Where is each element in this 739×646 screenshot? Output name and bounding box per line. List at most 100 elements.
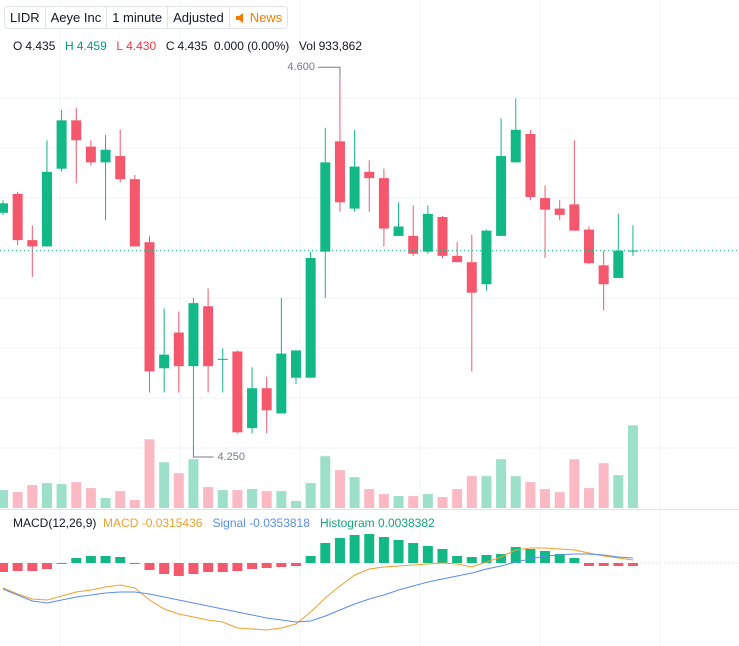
histogram-bar (554, 554, 565, 563)
volume-bar (452, 489, 463, 508)
o-value: 4.435 (25, 39, 56, 53)
candle-body (115, 156, 126, 180)
h-value: 4.459 (76, 39, 107, 53)
histogram-bar (364, 534, 375, 563)
histogram-bar (525, 549, 536, 563)
candle-body (232, 351, 243, 433)
histogram-bar (408, 543, 419, 563)
annotation-label: 4.600 (287, 61, 315, 73)
candle-body (554, 208, 565, 215)
c-label: C (165, 39, 175, 53)
volume-bar (481, 476, 492, 508)
signal-line (2, 553, 633, 623)
volume-bar (320, 456, 331, 508)
volume-bar (232, 490, 243, 508)
candle-body (320, 162, 331, 252)
histogram-name: Histogram (319, 516, 375, 530)
vol-label: Vol (298, 39, 316, 53)
volume-bar (56, 484, 67, 508)
histogram-bar (598, 563, 609, 566)
candle-body (408, 235, 419, 254)
candle-body (276, 353, 287, 414)
macd-title: MACD(12,26,9) (13, 516, 97, 530)
histogram-bar (291, 563, 301, 566)
adjusted[interactable]: Adjusted (168, 7, 230, 28)
candle-body (437, 216, 448, 256)
candle-body (452, 255, 463, 263)
candle-body (334, 141, 345, 203)
histogram-bar (496, 554, 507, 563)
volume-bar (540, 489, 551, 508)
histogram-bar (393, 540, 404, 563)
candle-body (378, 178, 389, 229)
candle-body (0, 203, 8, 213)
ohlc-row: O 4.435 H 4.459 L 4.430 C 4.435 0.000 (0.00%… (13, 39, 365, 53)
histogram-bar (115, 557, 126, 563)
macd-name: MACD (103, 516, 139, 530)
candle-body (540, 198, 551, 210)
volume-bar (334, 470, 345, 508)
volume-bar (510, 476, 521, 508)
volume-bar (71, 482, 82, 508)
candle-body (144, 242, 155, 372)
volume-bar (115, 491, 126, 508)
histogram-bar (12, 563, 23, 571)
histogram-bar (334, 538, 345, 563)
volume-bar (422, 494, 433, 508)
histogram-bar (422, 546, 433, 563)
histogram-bar (71, 558, 82, 563)
histogram-bar (203, 563, 214, 572)
volume-bar (100, 498, 111, 508)
candle-body (129, 179, 140, 247)
histogram-bar (349, 535, 360, 563)
histogram-bar (305, 556, 316, 563)
symbol[interactable]: LIDR (5, 7, 46, 28)
volume-bar (27, 485, 38, 508)
candle-body (569, 204, 580, 231)
volume-bar (349, 477, 360, 508)
company: Aeye Inc (46, 7, 108, 28)
candle-body (496, 156, 507, 236)
volume-bar (129, 500, 140, 508)
news[interactable]: News (230, 7, 288, 28)
volume-bar (584, 488, 594, 508)
o-label: O (13, 39, 23, 53)
candle-body (203, 306, 214, 367)
histogram-bar (276, 563, 287, 567)
volume-bar (305, 483, 316, 508)
candle-body (41, 171, 52, 247)
vol-value: 933,862 (318, 39, 362, 53)
macd-value: -0.0315436 (141, 516, 203, 530)
candle-body (466, 262, 477, 293)
histogram-bar (159, 563, 170, 574)
histogram-bar (129, 563, 140, 564)
volume-bar (598, 463, 609, 508)
c-value: 4.435 (177, 39, 208, 53)
histogram-bar (247, 563, 258, 569)
volume-bar (554, 492, 565, 508)
candle-body (613, 250, 624, 278)
histogram-bar (173, 563, 184, 576)
macd-line (2, 547, 634, 631)
histogram-bar (144, 563, 155, 570)
histogram-bar (437, 549, 448, 563)
candle-body (422, 213, 433, 252)
histogram-bar (481, 555, 492, 563)
candle-body (364, 171, 375, 179)
histogram-bar (85, 556, 96, 563)
histogram-bar (569, 558, 580, 563)
symbol-bar: LIDR Aeye Inc 1 minute Adjusted News (4, 6, 289, 29)
volume-bar (466, 476, 477, 508)
candle-body (159, 354, 170, 369)
volume-bar (0, 490, 8, 508)
volume-bar (261, 491, 272, 508)
candle-body (481, 230, 492, 285)
volume-bar (276, 491, 287, 508)
histogram-bar (56, 563, 67, 564)
volume-bar (437, 497, 448, 508)
interval[interactable]: 1 minute (107, 7, 169, 28)
volume-bar (12, 492, 23, 508)
volume-bar (85, 488, 96, 508)
l-label: L (116, 39, 124, 53)
